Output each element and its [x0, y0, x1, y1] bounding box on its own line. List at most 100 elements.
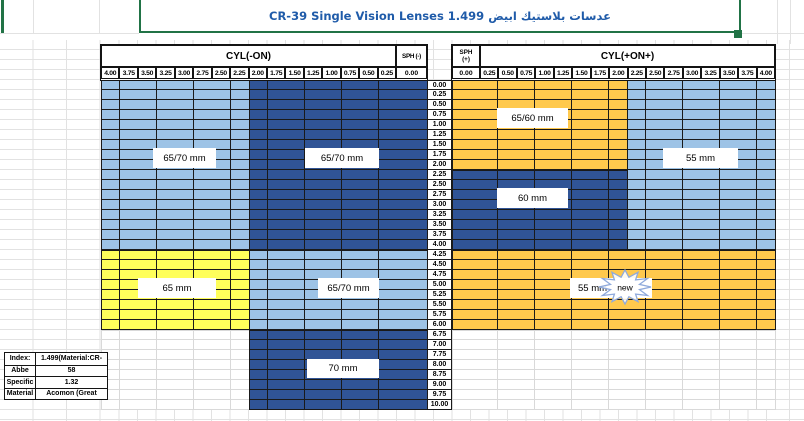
- grid-cell[interactable]: [341, 230, 361, 240]
- grid-cell[interactable]: [212, 400, 231, 410]
- grid-cell[interactable]: [590, 160, 609, 170]
- grid-cell[interactable]: [119, 390, 139, 400]
- sph-row-label[interactable]: 5.75: [427, 310, 452, 320]
- grid-cell[interactable]: [193, 230, 213, 240]
- grid-cell[interactable]: [249, 280, 268, 290]
- grid-cell[interactable]: [645, 130, 665, 140]
- grid-cell[interactable]: [230, 330, 250, 340]
- grid-cell[interactable]: [534, 170, 554, 180]
- grid-cell[interactable]: [230, 210, 250, 220]
- grid-cell[interactable]: [101, 260, 120, 270]
- sph-row-label[interactable]: 3.75: [427, 230, 452, 240]
- grid-cell[interactable]: [119, 360, 139, 370]
- grid-cell[interactable]: [304, 400, 324, 410]
- grid-cell[interactable]: [156, 100, 176, 110]
- grid-cell[interactable]: [516, 310, 535, 320]
- grid-cell[interactable]: [230, 290, 250, 300]
- grid-cell[interactable]: [212, 110, 231, 120]
- grid-cell[interactable]: [397, 100, 428, 110]
- grid-cell[interactable]: [267, 180, 287, 190]
- grid-cell[interactable]: [664, 380, 683, 390]
- grid-cell[interactable]: [341, 130, 361, 140]
- grid-cell[interactable]: [452, 100, 480, 110]
- grid-cell[interactable]: [267, 260, 287, 270]
- grid-cell[interactable]: [304, 310, 324, 320]
- grid-cell[interactable]: [212, 240, 231, 250]
- grid-cell[interactable]: [230, 310, 250, 320]
- grid-cell[interactable]: [738, 320, 757, 330]
- grid-cell[interactable]: [571, 90, 591, 100]
- grid-cell[interactable]: [286, 330, 305, 340]
- grid-cell[interactable]: [738, 140, 757, 150]
- grid-cell[interactable]: [249, 310, 268, 320]
- grid-cell[interactable]: [738, 240, 757, 250]
- grid-cell[interactable]: [497, 290, 517, 300]
- grid-cell[interactable]: [323, 250, 342, 260]
- grid-cell[interactable]: [719, 180, 739, 190]
- grid-cell[interactable]: [378, 80, 398, 90]
- grid-cell[interactable]: [156, 390, 176, 400]
- cyl-plus-value-cell[interactable]: 1.50: [572, 67, 591, 79]
- grid-cell[interactable]: [553, 340, 572, 350]
- sph-row-label[interactable]: 5.25: [427, 290, 452, 300]
- cyl-plus-value-cell[interactable]: 1.75: [590, 67, 610, 79]
- grid-cell[interactable]: [138, 240, 157, 250]
- grid-cell[interactable]: [479, 230, 498, 240]
- sph-row-label[interactable]: 0.25: [427, 90, 452, 100]
- grid-cell[interactable]: [286, 170, 305, 180]
- diameter-label[interactable]: 60 mm: [497, 188, 568, 208]
- grid-cell[interactable]: [193, 90, 213, 100]
- grid-cell[interactable]: [267, 310, 287, 320]
- grid-cell[interactable]: [701, 170, 720, 180]
- grid-cell[interactable]: [756, 220, 776, 230]
- grid-cell[interactable]: [193, 360, 213, 370]
- grid-cell[interactable]: [627, 330, 646, 340]
- grid-cell[interactable]: [645, 220, 665, 230]
- grid-cell[interactable]: [645, 80, 665, 90]
- grid-cell[interactable]: [701, 110, 720, 120]
- grid-cell[interactable]: [249, 110, 268, 120]
- grid-cell[interactable]: [534, 90, 554, 100]
- grid-cell[interactable]: [497, 370, 517, 380]
- grid-cell[interactable]: [175, 190, 194, 200]
- grid-cell[interactable]: [452, 320, 480, 330]
- cyl-plus-value-cell[interactable]: 2.50: [645, 67, 665, 79]
- grid-cell[interactable]: [756, 350, 776, 360]
- grid-cell[interactable]: [701, 280, 720, 290]
- grid-cell[interactable]: [682, 100, 702, 110]
- grid-cell[interactable]: [479, 250, 498, 260]
- grid-cell[interactable]: [497, 330, 517, 340]
- grid-cell[interactable]: [664, 340, 683, 350]
- grid-cell[interactable]: [304, 180, 324, 190]
- grid-cell[interactable]: [156, 350, 176, 360]
- grid-cell[interactable]: [571, 170, 591, 180]
- grid-cell[interactable]: [664, 240, 683, 250]
- grid-cell[interactable]: [664, 210, 683, 220]
- grid-cell[interactable]: [156, 220, 176, 230]
- grid-cell[interactable]: [627, 130, 646, 140]
- grid-cell[interactable]: [664, 330, 683, 340]
- grid-cell[interactable]: [397, 250, 428, 260]
- grid-cell[interactable]: [304, 260, 324, 270]
- grid-cell[interactable]: [497, 400, 517, 410]
- grid-cell[interactable]: [323, 90, 342, 100]
- grid-cell[interactable]: [323, 320, 342, 330]
- grid-cell[interactable]: [516, 380, 535, 390]
- grid-cell[interactable]: [553, 220, 572, 230]
- grid-cell[interactable]: [571, 350, 591, 360]
- grid-cell[interactable]: [664, 100, 683, 110]
- grid-cell[interactable]: [119, 160, 139, 170]
- grid-cell[interactable]: [397, 110, 428, 120]
- grid-cell[interactable]: [608, 380, 628, 390]
- grid-cell[interactable]: [378, 260, 398, 270]
- grid-cell[interactable]: [397, 120, 428, 130]
- grid-cell[interactable]: [230, 100, 250, 110]
- grid-cell[interactable]: [627, 400, 646, 410]
- grid-cell[interactable]: [175, 80, 194, 90]
- grid-cell[interactable]: [534, 130, 554, 140]
- grid-cell[interactable]: [360, 180, 379, 190]
- grid-cell[interactable]: [119, 260, 139, 270]
- grid-cell[interactable]: [360, 110, 379, 120]
- grid-cell[interactable]: [664, 120, 683, 130]
- grid-cell[interactable]: [156, 190, 176, 200]
